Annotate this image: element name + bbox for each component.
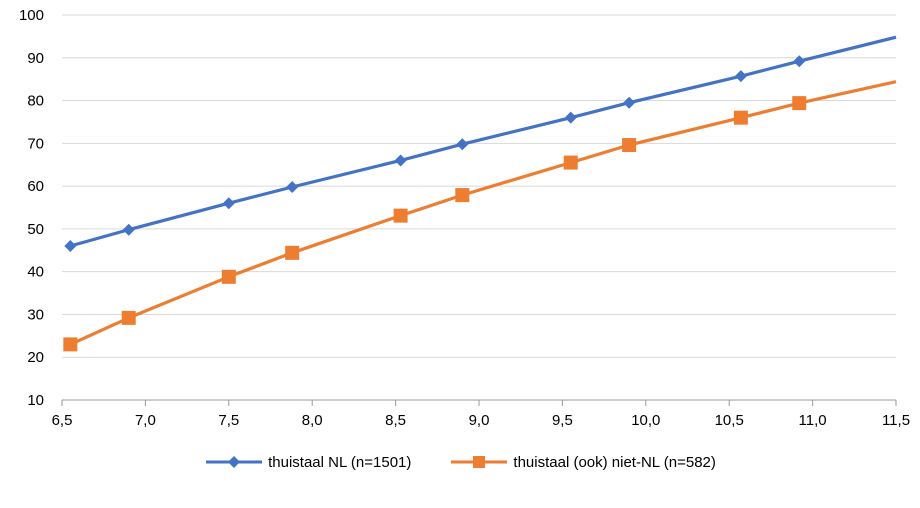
y-tick-label: 100 — [19, 7, 44, 24]
x-tick-label: 9,0 — [469, 412, 490, 429]
data-point-marker — [121, 310, 136, 325]
data-point-marker — [792, 96, 807, 111]
legend: thuistaal NL (n=1501) thuistaal (ook) ni… — [0, 452, 920, 472]
x-tick-label: 10,0 — [631, 412, 660, 429]
data-point-marker — [563, 155, 578, 170]
y-tick-label: 50 — [27, 221, 44, 238]
x-tick-label: 7,5 — [218, 412, 239, 429]
x-tick-label: 10,5 — [715, 412, 744, 429]
line-chart: 10 20 30 40 50 60 70 80 90 100 6,5 7,0 7,5 8,0 8,5 9,0 9… — [19, 7, 910, 429]
x-tick-label: 7,0 — [135, 412, 156, 429]
y-tick-label: 80 — [27, 93, 44, 110]
data-point-marker — [394, 154, 407, 167]
x-tick-label: 11,5 — [882, 412, 910, 429]
data-point-marker — [221, 269, 236, 284]
data-point-marker — [793, 55, 806, 68]
x-tick-label: 8,5 — [385, 412, 406, 429]
legend-label-series-2: thuistaal (ook) niet-NL (n=582) — [513, 453, 716, 471]
x-tick-label: 6,5 — [52, 412, 73, 429]
data-point-marker — [64, 240, 77, 252]
x-tick-label: 11,0 — [799, 412, 827, 429]
y-tick-label: 40 — [27, 264, 44, 281]
y-tick-label: 90 — [27, 50, 44, 67]
y-tick-label: 20 — [27, 349, 44, 366]
data-point-marker — [734, 70, 747, 83]
data-point-marker — [222, 197, 235, 210]
x-tick-label: 8,0 — [302, 412, 323, 429]
y-tick-label: 60 — [27, 178, 44, 195]
data-point-marker — [393, 208, 408, 223]
y-tick-label: 30 — [27, 306, 44, 323]
data-point-marker — [564, 111, 577, 124]
legend-item-series-2: thuistaal (ook) niet-NL (n=582) — [449, 452, 716, 472]
legend-marker-square-icon — [451, 456, 508, 468]
data-point-marker — [733, 110, 748, 125]
data-point-marker — [285, 245, 300, 260]
legend-item-series-1: thuistaal NL (n=1501) — [204, 452, 411, 472]
data-point-marker — [455, 188, 470, 203]
data-point-marker — [622, 138, 637, 153]
x-tick-label: 9,5 — [552, 412, 573, 429]
y-tick-label: 70 — [27, 135, 44, 152]
data-point-marker — [456, 138, 469, 151]
series-line-1 — [69, 35, 897, 248]
data-point-marker — [623, 96, 636, 109]
y-tick-label: 10 — [27, 392, 44, 409]
legend-label-series-1: thuistaal NL (n=1501) — [268, 453, 412, 471]
data-point-marker — [122, 223, 135, 236]
data-point-marker — [286, 180, 299, 193]
data-point-marker — [63, 337, 78, 352]
legend-marker-diamond-icon — [206, 456, 263, 468]
